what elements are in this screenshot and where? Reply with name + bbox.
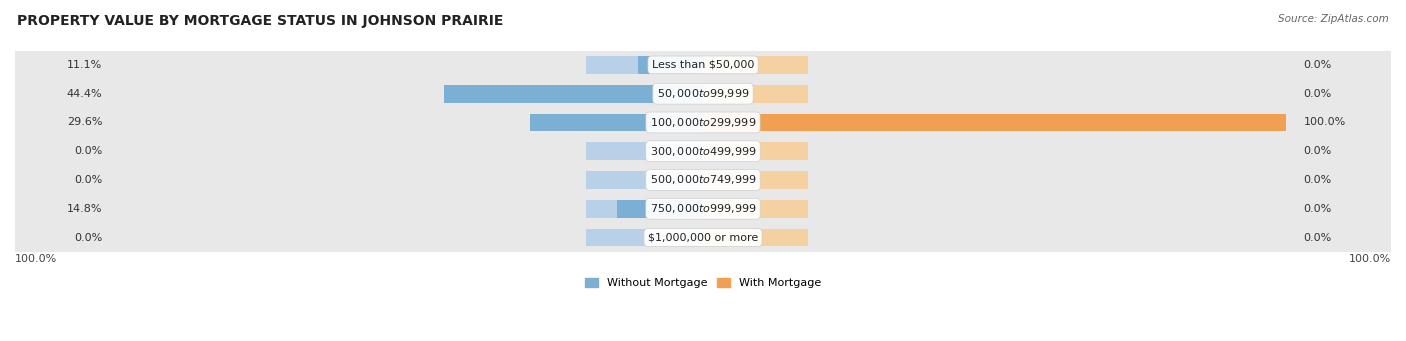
Text: Source: ZipAtlas.com: Source: ZipAtlas.com [1278,14,1389,24]
Bar [703,114,808,131]
Bar [586,200,703,218]
Text: 0.0%: 0.0% [1303,146,1331,156]
Text: 100.0%: 100.0% [1348,254,1391,264]
Text: $750,000 to $999,999: $750,000 to $999,999 [650,202,756,215]
Bar [3,137,1403,166]
Bar [617,200,703,218]
Bar [3,108,1403,137]
Text: $500,000 to $749,999: $500,000 to $749,999 [650,174,756,187]
Bar [3,50,1403,79]
Bar [703,85,808,103]
Bar [703,114,1286,131]
Bar [638,56,703,74]
Text: 0.0%: 0.0% [1303,175,1331,185]
Bar [3,223,1403,252]
Bar [586,114,703,131]
Text: $50,000 to $99,999: $50,000 to $99,999 [657,87,749,100]
Bar [586,142,703,160]
Text: PROPERTY VALUE BY MORTGAGE STATUS IN JOHNSON PRAIRIE: PROPERTY VALUE BY MORTGAGE STATUS IN JOH… [17,14,503,28]
Bar [703,228,808,247]
Bar [3,194,1403,223]
Text: 29.6%: 29.6% [67,117,103,128]
Text: 100.0%: 100.0% [1303,117,1346,128]
Text: 0.0%: 0.0% [1303,204,1331,214]
Bar [586,56,703,74]
Text: 100.0%: 100.0% [15,254,58,264]
Text: 0.0%: 0.0% [1303,89,1331,99]
Bar [703,200,808,218]
Text: 11.1%: 11.1% [67,60,103,70]
Text: 0.0%: 0.0% [75,233,103,242]
Text: 44.4%: 44.4% [67,89,103,99]
Text: 14.8%: 14.8% [67,204,103,214]
Bar [3,166,1403,194]
Text: 0.0%: 0.0% [1303,233,1331,242]
Text: 0.0%: 0.0% [75,146,103,156]
Bar [703,56,808,74]
Bar [444,85,703,103]
Bar [586,171,703,189]
Bar [586,228,703,247]
Text: $1,000,000 or more: $1,000,000 or more [648,233,758,242]
Legend: Without Mortgage, With Mortgage: Without Mortgage, With Mortgage [581,273,825,293]
Text: 0.0%: 0.0% [75,175,103,185]
Text: $300,000 to $499,999: $300,000 to $499,999 [650,145,756,158]
Bar [530,114,703,131]
Text: 0.0%: 0.0% [1303,60,1331,70]
Text: $100,000 to $299,999: $100,000 to $299,999 [650,116,756,129]
Bar [3,79,1403,108]
Text: Less than $50,000: Less than $50,000 [652,60,754,70]
Bar [703,142,808,160]
Bar [586,85,703,103]
Bar [703,171,808,189]
